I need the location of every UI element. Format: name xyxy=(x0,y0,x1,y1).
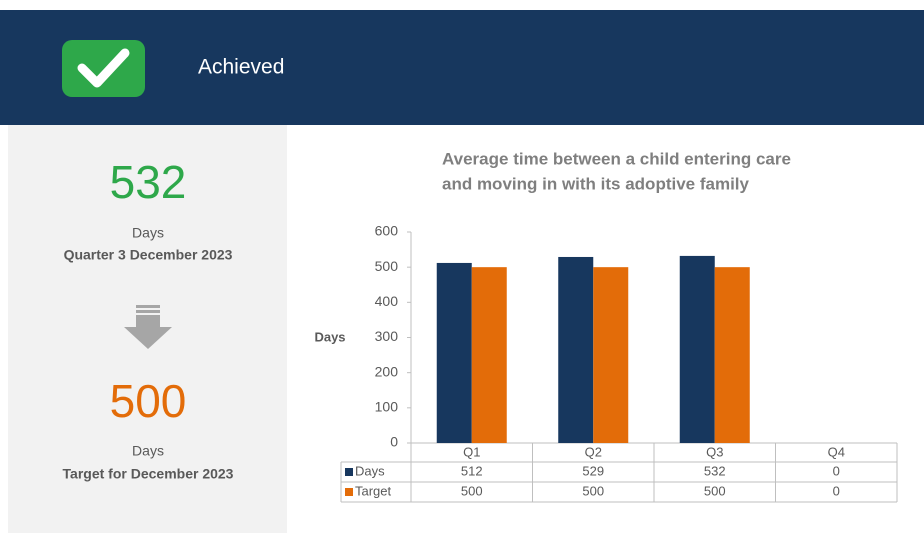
legend-label: Target xyxy=(355,483,392,498)
actual-unit: Days xyxy=(132,225,164,241)
table-value: 0 xyxy=(833,463,840,478)
x-tick-label: Q1 xyxy=(463,444,480,459)
target-label: Target for December 2023 xyxy=(63,466,234,482)
table-value: 532 xyxy=(704,463,726,478)
x-tick-label: Q4 xyxy=(828,444,845,459)
bar xyxy=(714,267,750,443)
table-value: 500 xyxy=(704,483,726,498)
y-tick-label: 300 xyxy=(375,328,399,344)
legend-label: Days xyxy=(355,463,385,478)
x-tick-label: Q2 xyxy=(585,444,602,459)
bar xyxy=(593,267,629,443)
chart-title: Average time between a child entering ca… xyxy=(442,149,791,168)
bar xyxy=(436,262,472,443)
bar xyxy=(558,256,594,443)
bar xyxy=(679,255,715,443)
y-axis-label: Days xyxy=(314,329,345,344)
header-band xyxy=(0,10,924,125)
y-tick-label: 600 xyxy=(375,223,399,239)
check-mark xyxy=(77,48,130,88)
y-tick-label: 200 xyxy=(375,363,399,379)
table-value: 0 xyxy=(833,483,840,498)
y-tick-label: 100 xyxy=(375,399,399,415)
x-tick-label: Q3 xyxy=(706,444,723,459)
status-text: Achieved xyxy=(198,56,284,79)
table-value: 500 xyxy=(582,483,604,498)
chart-title: and moving in with its adoptive family xyxy=(442,174,750,193)
table-value: 500 xyxy=(461,483,483,498)
y-tick-label: 0 xyxy=(390,434,398,450)
actual-value: 532 xyxy=(110,156,187,208)
target-unit: Days xyxy=(132,443,164,459)
legend-swatch xyxy=(345,488,353,496)
legend-swatch xyxy=(345,468,353,476)
y-tick-label: 500 xyxy=(375,258,399,274)
table-value: 512 xyxy=(461,463,483,478)
table-value: 529 xyxy=(582,463,604,478)
y-tick-label: 400 xyxy=(375,293,399,309)
down-arrow xyxy=(124,305,172,349)
check-icon xyxy=(62,40,145,97)
actual-label: Quarter 3 December 2023 xyxy=(64,247,233,263)
target-value: 500 xyxy=(110,375,187,427)
bar xyxy=(471,267,507,443)
